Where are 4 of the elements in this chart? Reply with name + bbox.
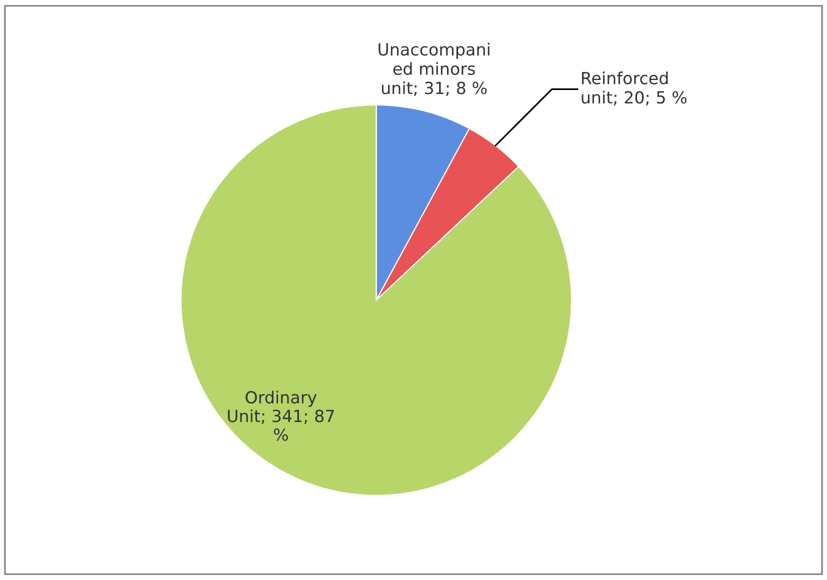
pie-slice bbox=[180, 104, 572, 496]
slice-label: Unaccompani ed minors unit; 31; 8 % bbox=[378, 42, 490, 96]
slice-label: Ordinary Unit; 341; 87 % bbox=[228, 390, 334, 441]
slice-label: Reinforced unit; 20; 5 % bbox=[582, 71, 687, 106]
